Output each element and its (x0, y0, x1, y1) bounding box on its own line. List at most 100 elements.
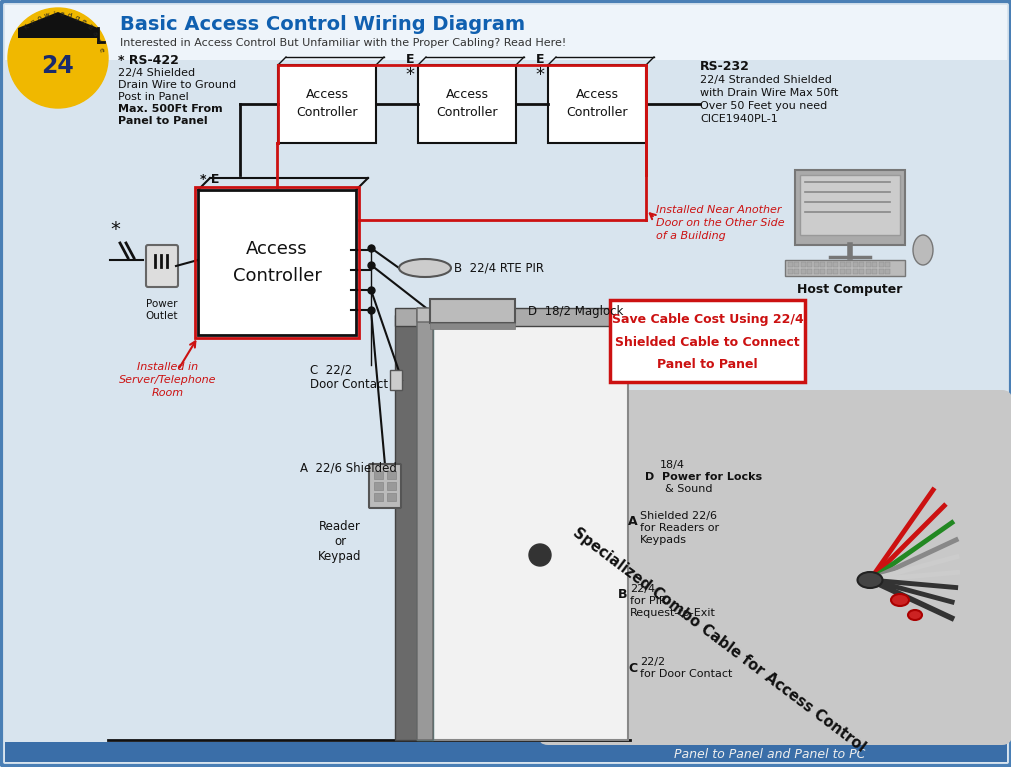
Text: 22/4: 22/4 (630, 584, 654, 594)
Text: B  22/4 RTE PIR: B 22/4 RTE PIR (454, 262, 544, 275)
Bar (386, 471, 395, 479)
Text: e: e (98, 47, 104, 52)
Text: * RS-422: * RS-422 (118, 54, 179, 67)
Bar (820, 262, 825, 267)
Text: E: E (535, 53, 544, 66)
Bar (374, 482, 382, 490)
Text: Access
Controller: Access Controller (296, 88, 358, 120)
Bar (845, 262, 850, 267)
Bar (785, 260, 904, 276)
Text: D  18/2 Maglock: D 18/2 Maglock (528, 305, 623, 318)
Bar (820, 269, 825, 274)
Polygon shape (417, 308, 450, 322)
Text: for Door Contact: for Door Contact (639, 669, 732, 679)
Text: Post in Panel: Post in Panel (118, 92, 189, 102)
Bar (879, 269, 884, 274)
Text: * E: * E (200, 173, 219, 186)
Text: Specialized Combo Cable for Access Control: Specialized Combo Cable for Access Contr… (569, 525, 867, 755)
Text: s: s (95, 38, 102, 44)
Circle shape (529, 544, 550, 566)
Text: e: e (60, 11, 64, 18)
Text: B: B (618, 588, 627, 601)
Bar (865, 262, 870, 267)
Text: Installed in
Server/Telephone
Room: Installed in Server/Telephone Room (119, 362, 216, 398)
Text: Shielded Cable to Connect: Shielded Cable to Connect (615, 335, 799, 348)
Ellipse shape (912, 235, 932, 265)
Text: Access
Controller: Access Controller (233, 240, 321, 285)
Bar (858, 269, 863, 274)
Text: 22/4 Stranded Shielded: 22/4 Stranded Shielded (700, 75, 831, 85)
Text: CICE1940PL-1: CICE1940PL-1 (700, 114, 777, 124)
Text: Host Computer: Host Computer (797, 284, 902, 297)
FancyBboxPatch shape (369, 464, 400, 508)
FancyBboxPatch shape (538, 390, 1011, 745)
Bar (788, 262, 793, 267)
Bar (278, 65, 376, 143)
Bar (879, 262, 884, 267)
Bar (801, 262, 805, 267)
Bar (5, 742, 1006, 762)
Bar (788, 269, 793, 274)
Text: Keypads: Keypads (639, 535, 686, 545)
Bar (833, 269, 838, 274)
Text: Panel to Panel: Panel to Panel (656, 357, 757, 370)
Text: 22/2: 22/2 (639, 657, 664, 667)
Bar (794, 262, 799, 267)
Ellipse shape (890, 594, 908, 606)
Text: Request-to-Exit: Request-to-Exit (630, 608, 715, 618)
Text: Door Contact: Door Contact (309, 377, 388, 390)
Text: e: e (80, 18, 87, 25)
Text: Save Cable Cost Using 22/4: Save Cable Cost Using 22/4 (611, 314, 803, 327)
Text: E: E (405, 53, 413, 66)
Polygon shape (417, 308, 433, 740)
Bar (801, 269, 805, 274)
Bar (198, 190, 356, 335)
Text: Shielded 22/6: Shielded 22/6 (639, 511, 716, 521)
Bar (794, 269, 799, 274)
Ellipse shape (398, 259, 451, 277)
Bar (386, 493, 395, 501)
Bar (417, 322, 433, 740)
Text: Power
Outlet: Power Outlet (146, 299, 178, 321)
Ellipse shape (907, 610, 921, 620)
Text: n: n (29, 18, 36, 26)
Bar (807, 262, 812, 267)
Bar (865, 269, 870, 274)
Bar (5, 5, 1006, 60)
Bar (394, 315, 417, 740)
Text: Max. 500Ft From: Max. 500Ft From (118, 104, 222, 114)
Text: *: * (535, 66, 544, 84)
Bar (374, 493, 382, 501)
Text: Over 50 Feet you need: Over 50 Feet you need (700, 101, 826, 111)
Text: 24: 24 (41, 54, 74, 78)
Text: for PIR: for PIR (630, 596, 666, 606)
Text: Drain Wire to Ground: Drain Wire to Ground (118, 80, 236, 90)
Bar (826, 269, 831, 274)
Text: C  22/2: C 22/2 (309, 364, 352, 377)
Polygon shape (18, 12, 98, 28)
Text: Basic Access Control Wiring Diagram: Basic Access Control Wiring Diagram (120, 15, 525, 34)
Text: 18/4: 18/4 (659, 460, 684, 470)
Text: Access
Controller: Access Controller (566, 88, 627, 120)
Text: 22/4 Shielded: 22/4 Shielded (118, 68, 195, 78)
Text: o: o (36, 15, 42, 21)
Text: Interested in Access Control But Unfamiliar with the Proper Cabling? Read Here!: Interested in Access Control But Unfamil… (120, 38, 566, 48)
Text: w: w (43, 12, 51, 19)
Bar (795, 170, 904, 245)
Bar (807, 269, 812, 274)
Bar (839, 269, 844, 274)
Bar (813, 262, 818, 267)
Bar (813, 269, 818, 274)
Text: Panel to Panel: Panel to Panel (118, 116, 207, 126)
Bar (885, 269, 890, 274)
Bar (871, 262, 877, 267)
Bar (852, 269, 857, 274)
Bar (610, 300, 804, 382)
Bar (389, 370, 401, 390)
Text: *: * (405, 66, 415, 84)
Bar (18, 28, 98, 38)
Bar (394, 308, 634, 326)
Bar (418, 65, 516, 143)
Text: d: d (67, 12, 72, 19)
Text: Reader
or
Keypad: Reader or Keypad (317, 520, 361, 563)
